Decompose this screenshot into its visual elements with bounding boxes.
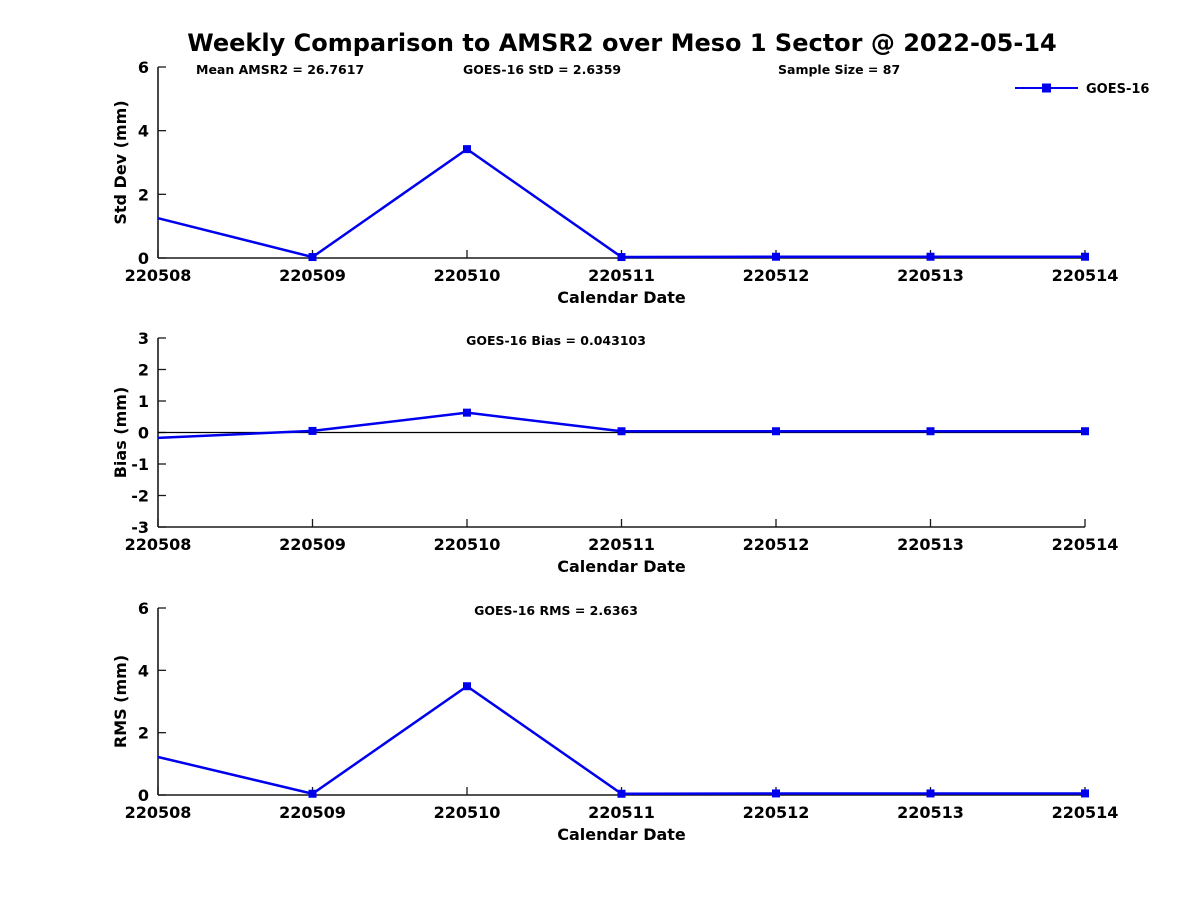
data-point-marker bbox=[463, 145, 471, 154]
data-point-marker bbox=[772, 252, 780, 261]
x-tick-label: 220508 bbox=[125, 266, 192, 285]
y-tick-label: 0 bbox=[138, 424, 149, 443]
x-tick-label: 220512 bbox=[743, 535, 810, 554]
x-tick-label: 220509 bbox=[279, 266, 346, 285]
y-tick-label: -3 bbox=[131, 518, 149, 537]
subplot-annotation: GOES-16 StD = 2.6359 bbox=[463, 62, 621, 77]
y-tick-label: 4 bbox=[138, 122, 149, 141]
y-axis-title: RMS (mm) bbox=[111, 655, 130, 748]
chart-title: Weekly Comparison to AMSR2 over Meso 1 S… bbox=[187, 29, 1057, 57]
x-tick-label: 220514 bbox=[1052, 803, 1119, 822]
x-tick-label: 220511 bbox=[588, 266, 655, 285]
y-tick-label: 2 bbox=[138, 361, 149, 380]
x-axis-title: Calendar Date bbox=[557, 557, 686, 576]
subplot-annotation: Mean AMSR2 = 26.7617 bbox=[196, 62, 364, 77]
data-point-marker bbox=[463, 408, 471, 417]
data-point-marker bbox=[1081, 252, 1089, 261]
series-line bbox=[157, 684, 1085, 796]
y-tick-label: 0 bbox=[138, 249, 149, 268]
legend: GOES-16 bbox=[1015, 82, 1149, 97]
y-tick-label: 2 bbox=[138, 724, 149, 743]
subplot-annotation: GOES-16 RMS = 2.6363 bbox=[474, 603, 638, 618]
data-point-marker bbox=[1081, 427, 1089, 436]
x-tick-label: 220508 bbox=[125, 803, 192, 822]
legend-label: GOES-16 bbox=[1086, 82, 1149, 97]
data-point-marker bbox=[617, 427, 626, 436]
x-tick-label: 220510 bbox=[434, 266, 501, 285]
y-tick-label: 2 bbox=[138, 185, 149, 204]
x-tick-label: 220509 bbox=[279, 803, 346, 822]
x-tick-label: 220514 bbox=[1052, 535, 1119, 554]
y-tick-label: 3 bbox=[138, 329, 149, 348]
legend-marker bbox=[1042, 83, 1051, 93]
data-point-marker bbox=[926, 789, 935, 798]
x-tick-label: 220514 bbox=[1052, 266, 1119, 285]
x-tick-label: 220509 bbox=[279, 535, 346, 554]
data-point-marker bbox=[308, 426, 317, 435]
data-point-marker bbox=[308, 253, 317, 262]
data-point-marker bbox=[617, 253, 626, 262]
data-point-marker bbox=[617, 789, 626, 798]
x-tick-label: 220513 bbox=[897, 535, 964, 554]
x-tick-label: 220511 bbox=[588, 803, 655, 822]
x-tick-label: 220511 bbox=[588, 535, 655, 554]
x-tick-label: 220513 bbox=[897, 266, 964, 285]
x-tick-label: 220512 bbox=[743, 803, 810, 822]
data-point-marker bbox=[926, 252, 935, 261]
x-tick-label: 220512 bbox=[743, 266, 810, 285]
x-tick-label: 220510 bbox=[434, 803, 501, 822]
y-tick-label: 4 bbox=[138, 661, 149, 680]
subplot-annotation: Sample Size = 87 bbox=[778, 62, 900, 77]
data-point-marker bbox=[308, 789, 317, 798]
data-point-marker bbox=[463, 682, 471, 691]
data-point-marker bbox=[1081, 789, 1089, 798]
x-tick-label: 220508 bbox=[125, 535, 192, 554]
data-point-marker bbox=[772, 789, 780, 798]
data-point-marker bbox=[926, 427, 935, 436]
y-tick-label: 0 bbox=[138, 786, 149, 805]
x-tick-label: 220513 bbox=[897, 803, 964, 822]
subplot-rms-mm: 0 2 4 6 220508 220509 220510 220511 220512 220513… bbox=[111, 599, 1118, 844]
x-axis-title: Calendar Date bbox=[557, 825, 686, 844]
x-axis-title: Calendar Date bbox=[557, 288, 686, 307]
y-tick-label: 6 bbox=[138, 58, 149, 77]
subplot-std-dev-mm: 0 2 4 6 220508 220509 220510 220511 220512 220513… bbox=[111, 58, 1149, 307]
x-tick-label: 220510 bbox=[434, 535, 501, 554]
y-axis-title: Std Dev (mm) bbox=[111, 100, 130, 224]
data-point-marker bbox=[772, 427, 780, 436]
series-line bbox=[157, 147, 1085, 259]
y-tick-label: -1 bbox=[131, 455, 149, 474]
y-tick-label: 6 bbox=[138, 599, 149, 618]
y-axis-title: Bias (mm) bbox=[111, 387, 130, 479]
y-tick-label: -2 bbox=[131, 487, 149, 506]
y-tick-label: 1 bbox=[138, 392, 149, 411]
subplot-annotation: GOES-16 Bias = 0.043103 bbox=[466, 333, 646, 348]
